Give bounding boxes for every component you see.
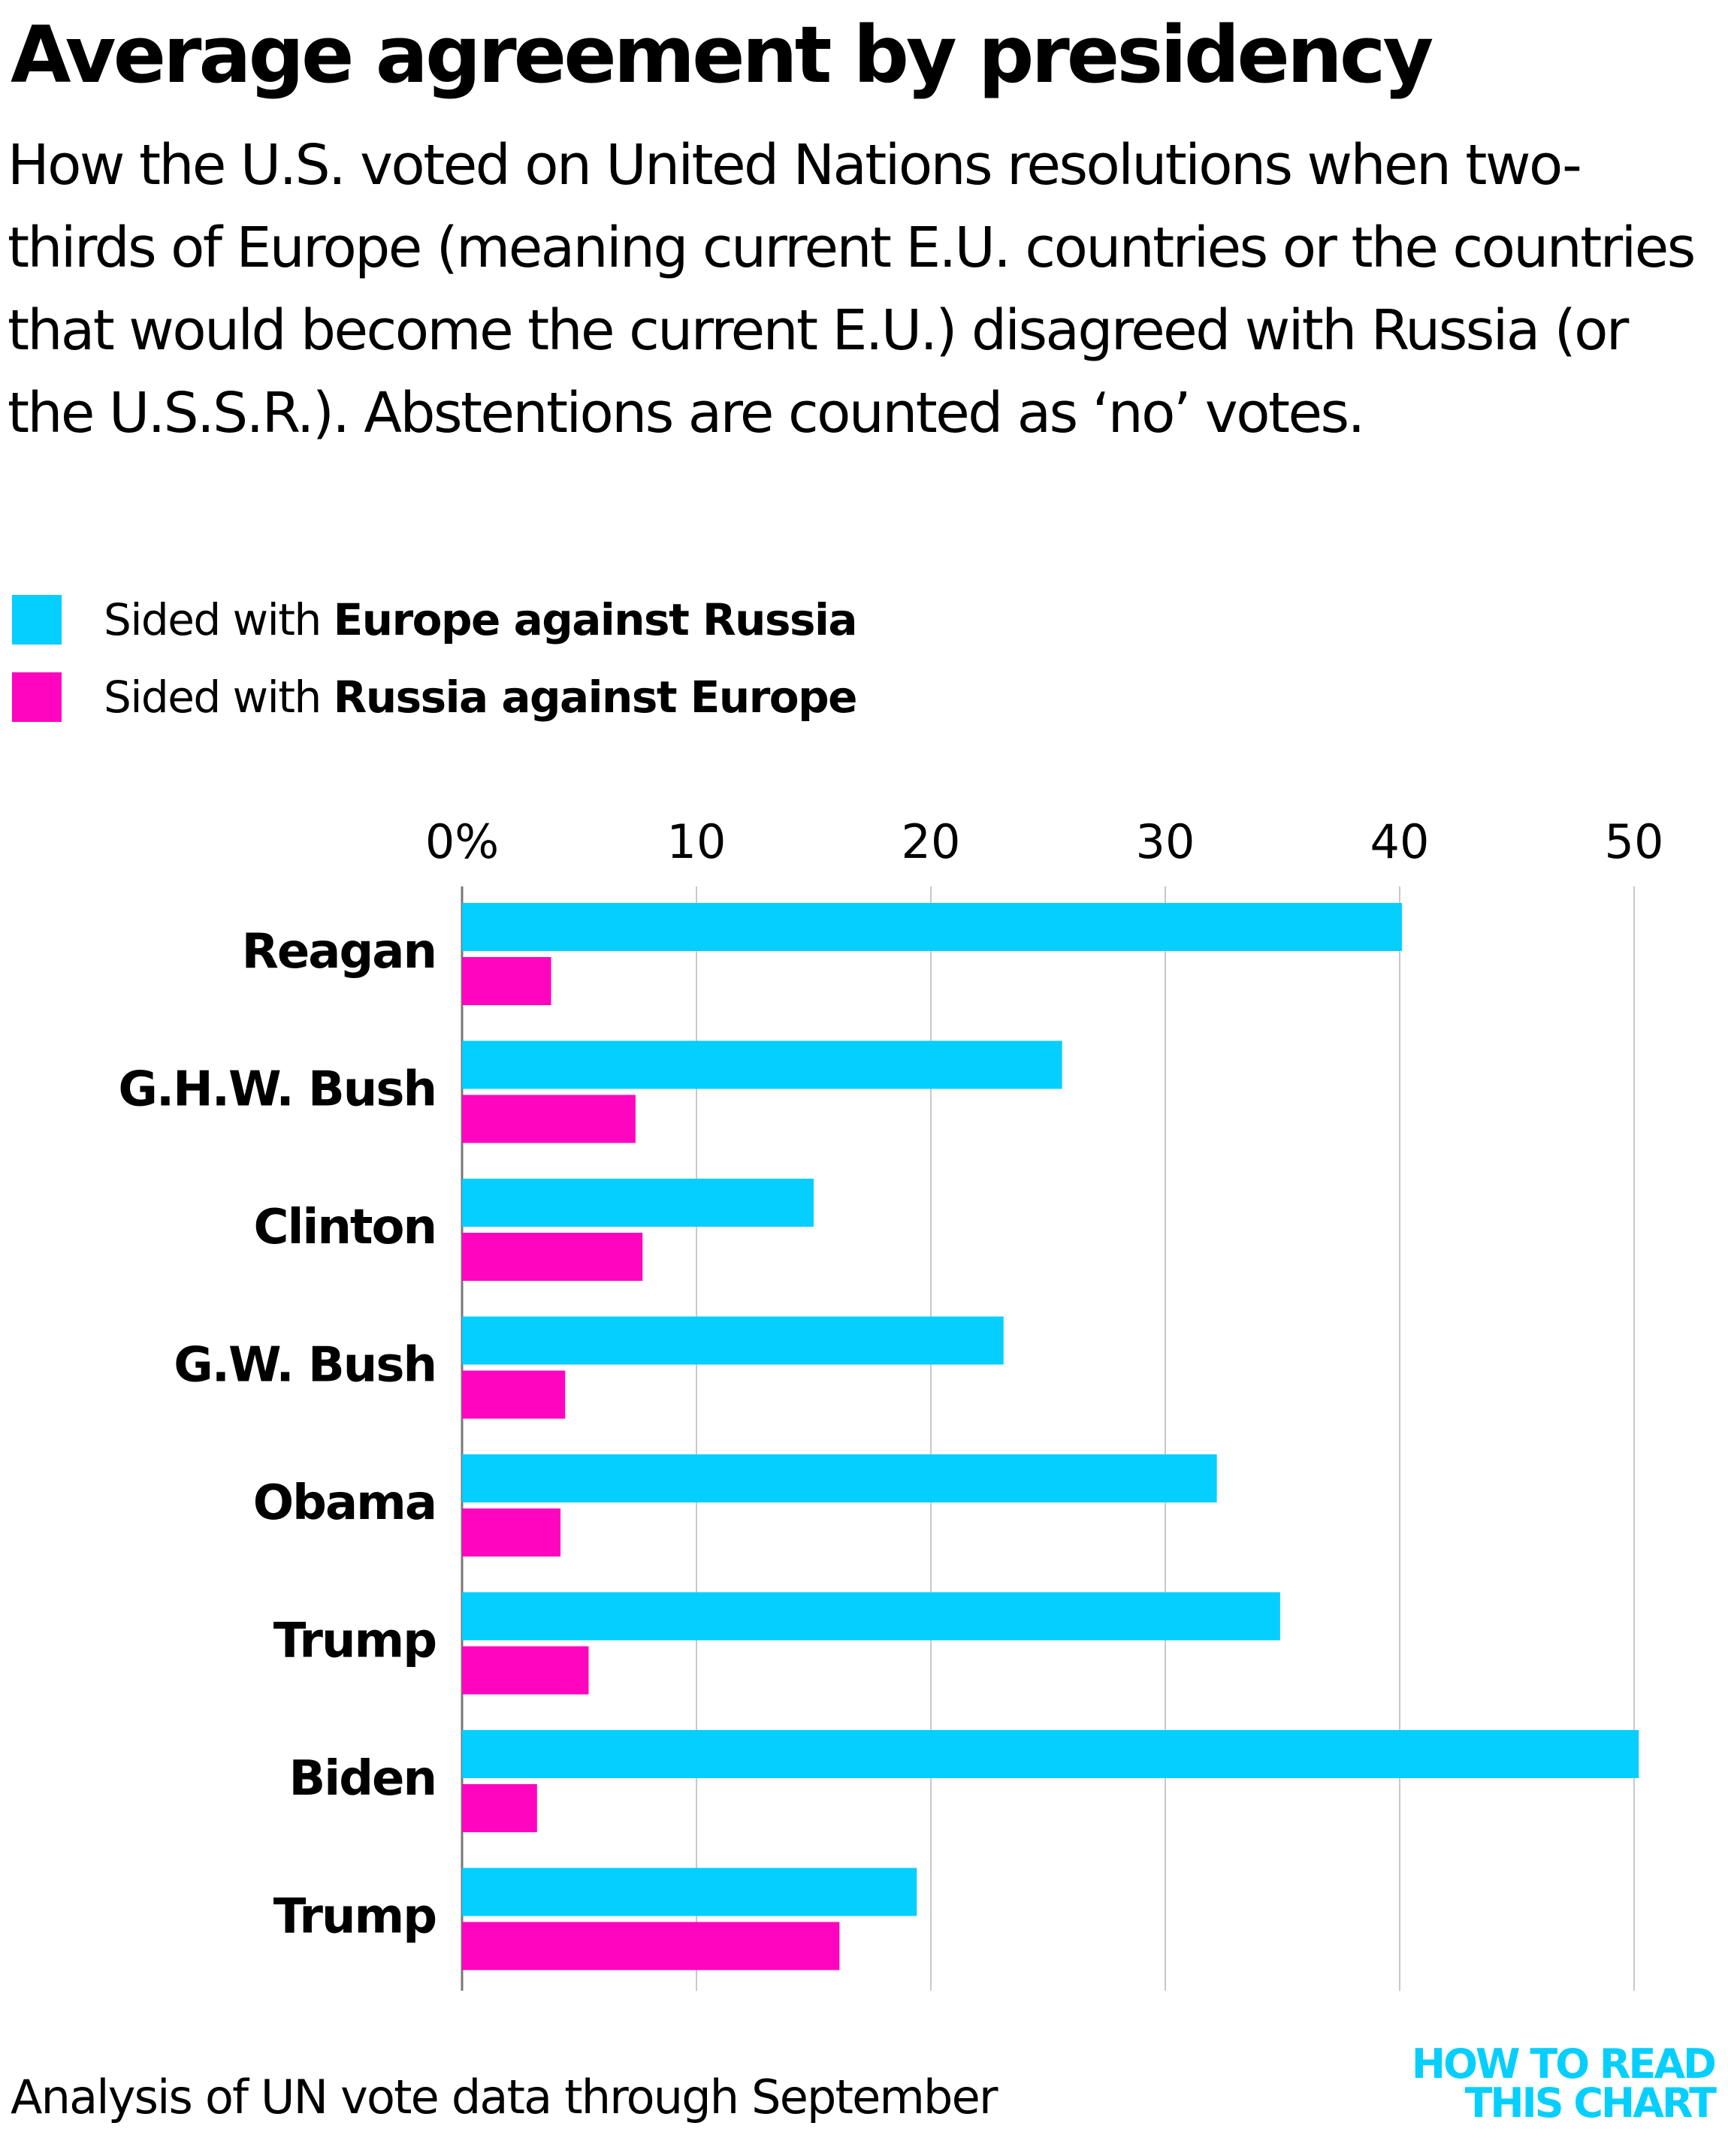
bar-europe-against-russia xyxy=(462,1868,917,1916)
bar-russia-against-europe xyxy=(462,1922,840,1970)
bar-europe-against-russia xyxy=(462,1179,814,1227)
bar-russia-against-europe xyxy=(462,1784,537,1832)
bar-europe-against-russia xyxy=(462,1592,1280,1641)
bar-russia-against-europe xyxy=(462,1233,643,1281)
brand-line-2: THIS CHART xyxy=(1464,2079,1717,2127)
x-tick-label: 20 xyxy=(902,814,961,869)
legend-bold: Russia against Europe xyxy=(333,672,858,723)
bar-europe-against-russia xyxy=(462,1040,1062,1089)
x-tick-label: 50 xyxy=(1605,814,1664,869)
legend-label-europe: Sided with Europe against Russia xyxy=(104,594,858,645)
legend-swatch-russia xyxy=(12,672,62,722)
bar-europe-against-russia xyxy=(462,1730,1639,1778)
bar-russia-against-europe xyxy=(462,1095,636,1143)
category-label: G.W. Bush xyxy=(174,1338,436,1394)
x-tick-label: 40 xyxy=(1370,814,1430,869)
legend-label-russia: Sided with Russia against Europe xyxy=(104,672,858,723)
bar-russia-against-europe xyxy=(462,1508,561,1557)
category-label: Clinton xyxy=(253,1200,436,1255)
bar-russia-against-europe xyxy=(462,957,551,1005)
category-label: G.H.W. Bush xyxy=(118,1062,436,1118)
bar-russia-against-europe xyxy=(462,1370,566,1419)
bar-europe-against-russia xyxy=(462,1454,1217,1502)
x-tick-label: 0% xyxy=(425,814,499,869)
source-note: Analysis of UN vote data through Septemb… xyxy=(11,2070,998,2124)
chart-title: Average agreement by presidency xyxy=(11,9,1433,101)
legend-prefix: Sided with xyxy=(104,594,334,645)
bar-russia-against-europe xyxy=(462,1646,589,1695)
category-label: Reagan xyxy=(242,924,436,980)
legend-item-russia: Sided with Russia against Europe xyxy=(12,667,858,727)
category-label: Trump xyxy=(273,1614,436,1669)
bar-europe-against-russia xyxy=(462,1316,1004,1365)
legend-item-europe: Sided with Europe against Russia xyxy=(12,590,858,650)
category-label: Trump xyxy=(273,1889,436,1945)
x-tick-label: 30 xyxy=(1136,814,1195,869)
x-tick-label: 10 xyxy=(667,814,727,869)
bar-europe-against-russia xyxy=(462,903,1403,951)
brand-line-1: HOW TO READ xyxy=(1411,2040,1717,2088)
legend-prefix: Sided with xyxy=(104,672,334,723)
category-label: Obama xyxy=(253,1475,436,1531)
legend-bold: Europe against Russia xyxy=(333,594,858,645)
legend-swatch-europe xyxy=(12,595,62,645)
brand-logo: HOW TO READ THIS CHART xyxy=(1411,2040,1717,2127)
chart-subtitle: How the U.S. voted on United Nations res… xyxy=(8,133,1696,445)
category-label: Biden xyxy=(289,1751,437,1807)
